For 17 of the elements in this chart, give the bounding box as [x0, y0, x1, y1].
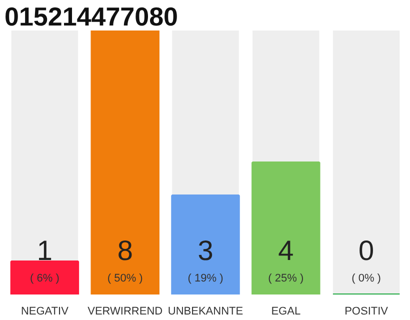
- data-label: 4: [278, 235, 294, 266]
- annotation: ( 6% ): [30, 272, 60, 284]
- annotation: ( 25% ): [268, 272, 304, 284]
- x-tick-label: VERWIRREND: [88, 306, 163, 318]
- annotation: ( 19% ): [188, 272, 224, 284]
- annotation: ( 0% ): [352, 272, 381, 284]
- data-label: 1: [36, 235, 52, 266]
- data-label: 3: [198, 235, 214, 266]
- x-tick-label: EGAL: [271, 306, 301, 318]
- chart-title: 015214477080: [4, 2, 178, 32]
- data-label: 0: [358, 235, 374, 266]
- x-tick-label: POSITIV: [344, 306, 389, 318]
- x-tick-label: UNBEKANNTE: [168, 306, 244, 318]
- annotation: ( 50% ): [107, 272, 143, 284]
- data-label: 8: [117, 235, 133, 266]
- bar: [10, 260, 80, 294]
- x-tick-label: NEGATIV: [20, 306, 70, 318]
